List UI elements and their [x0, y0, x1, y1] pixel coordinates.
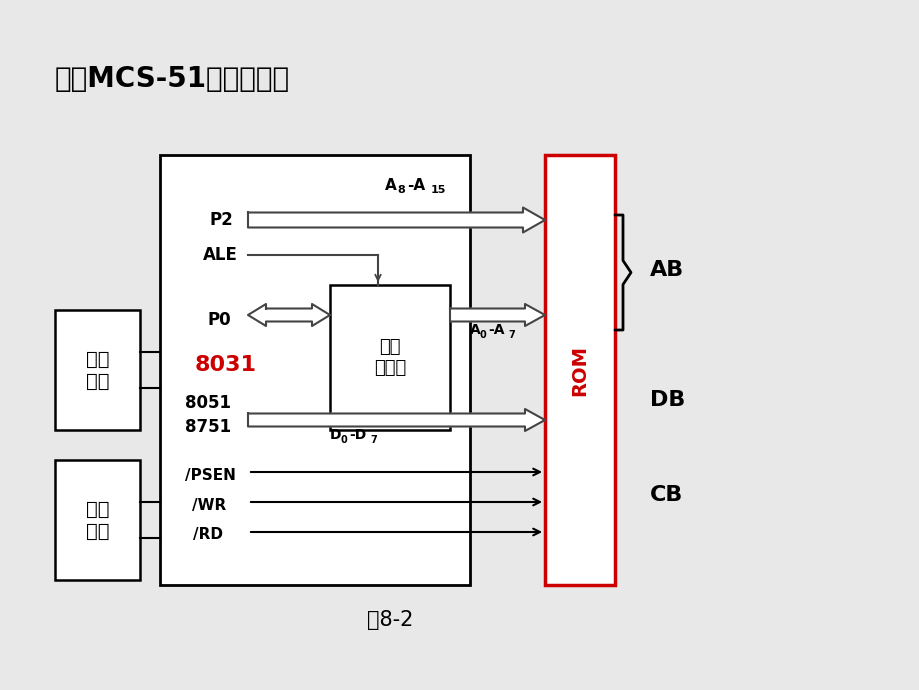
- Text: -A: -A: [487, 323, 504, 337]
- Text: /PSEN: /PSEN: [185, 468, 235, 482]
- Polygon shape: [248, 409, 544, 431]
- Text: AB: AB: [650, 260, 684, 280]
- Bar: [55, 460, 140, 580]
- Text: -A: -A: [406, 177, 425, 193]
- Text: 8051
8751: 8051 8751: [185, 394, 231, 436]
- Text: A: A: [384, 177, 396, 193]
- Polygon shape: [449, 304, 544, 326]
- Text: P2: P2: [210, 211, 233, 229]
- Text: -D: -D: [348, 428, 366, 442]
- Bar: [55, 310, 140, 430]
- Bar: [160, 155, 470, 585]
- Text: 8: 8: [397, 185, 404, 195]
- Polygon shape: [248, 304, 330, 326]
- Text: 地址
锁存器: 地址 锁存器: [373, 338, 405, 377]
- Text: 0: 0: [341, 435, 347, 445]
- Text: 图8-2: 图8-2: [367, 610, 413, 630]
- Polygon shape: [248, 208, 544, 233]
- Text: ROM: ROM: [570, 344, 589, 395]
- Text: CB: CB: [650, 485, 683, 505]
- Text: 0: 0: [480, 330, 486, 340]
- Text: /RD: /RD: [193, 527, 222, 542]
- Text: DB: DB: [650, 390, 685, 410]
- Text: 15: 15: [430, 185, 446, 195]
- Text: 二、MCS-51的最小系统: 二、MCS-51的最小系统: [55, 65, 289, 93]
- Bar: [544, 155, 614, 585]
- Text: 复位
电路: 复位 电路: [85, 500, 109, 540]
- Text: 7: 7: [369, 435, 377, 445]
- Text: 8031: 8031: [195, 355, 256, 375]
- Text: 7: 7: [507, 330, 515, 340]
- Bar: [330, 285, 449, 430]
- Text: D: D: [330, 428, 341, 442]
- Text: 时钟
电路: 时钟 电路: [85, 350, 109, 391]
- Text: A: A: [470, 323, 481, 337]
- Text: ALE: ALE: [203, 246, 238, 264]
- Text: P0: P0: [208, 311, 232, 329]
- Text: /WR: /WR: [192, 497, 226, 513]
